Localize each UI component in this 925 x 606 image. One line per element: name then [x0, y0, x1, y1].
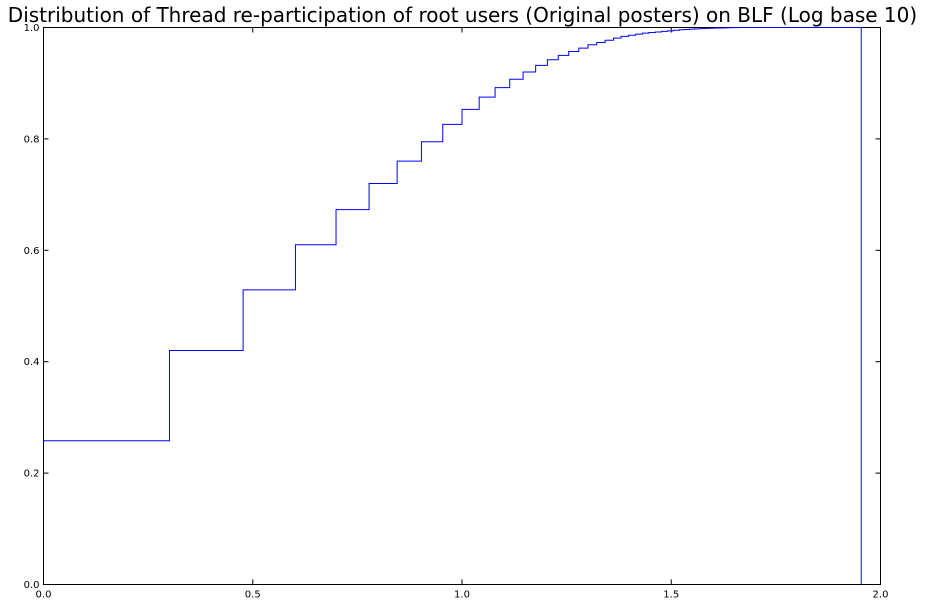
x-tick-label: 0.0 [36, 590, 52, 601]
x-tick-label: 2.0 [873, 590, 889, 601]
y-tick-label: 0.4 [24, 357, 40, 368]
chart-title: Distribution of Thread re-participation … [7, 3, 918, 27]
x-tick-label: 1.5 [663, 590, 679, 601]
y-tick-label: 0.0 [24, 580, 40, 591]
y-tick-label: 0.8 [24, 134, 40, 145]
x-tick-label: 0.5 [245, 590, 261, 601]
y-tick-label: 0.2 [24, 469, 40, 480]
x-tick-label: 1.0 [454, 590, 470, 601]
series-group [43, 27, 862, 585]
axis-ticks: 0.0 0.5 1.0 1.5 2.0 0.0 0.2 0.4 0.6 0.8 1.0 [24, 23, 889, 601]
series-step-line [43, 27, 862, 585]
y-tick-label: 0.6 [24, 246, 40, 257]
y-tick-label: 1.0 [24, 23, 40, 34]
